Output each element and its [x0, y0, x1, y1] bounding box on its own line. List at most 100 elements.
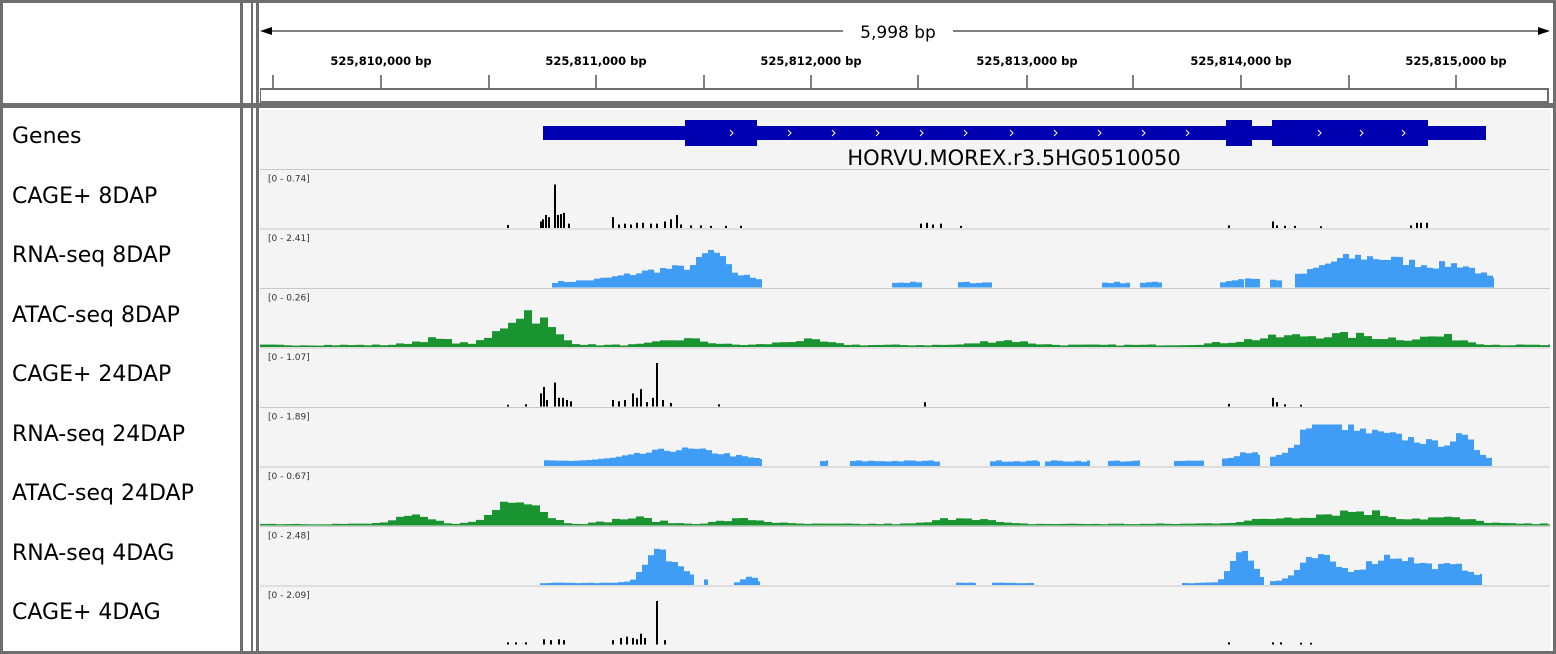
coverage-bar: [658, 448, 664, 466]
coverage-bar: [1403, 265, 1409, 288]
strand-arrow-icon: [1053, 129, 1058, 137]
coverage-bar: [756, 520, 764, 526]
coverage-bar: [726, 264, 732, 288]
ruler-tick-label: 525,814,000 bp: [1190, 54, 1291, 68]
ruler-ticks: 525,810,000 bp 525,811,000 bp 525,812,000 …: [272, 54, 1507, 89]
coverage-bar: [1438, 446, 1444, 466]
cage-spike: [566, 399, 568, 407]
track-name-cage-8dap[interactable]: CAGE+ 8DAP: [12, 183, 158, 209]
coverage-bar: [1414, 442, 1420, 466]
ruler: 5,998 bp 525,810,000 bp 525,811,000 bp 525…: [259, 18, 1550, 103]
coverage-bar: [1336, 566, 1342, 585]
coverage-bar: [1228, 522, 1236, 526]
coverage-bar: [916, 282, 922, 288]
coverage-bar: [956, 518, 964, 526]
coverage-bar: [452, 523, 460, 526]
coverage-bar: [850, 460, 856, 466]
track-name-atac-seq-8dap[interactable]: ATAC-seq 8DAP: [12, 302, 180, 328]
coverage-bar: [576, 583, 582, 585]
coverage-bar: [1414, 563, 1420, 585]
coverage-bar: [666, 268, 672, 288]
track-cage-8dap: [0 - 0.74]: [260, 169, 1550, 228]
coverage-bar: [676, 340, 684, 347]
coverage-bar: [1404, 340, 1412, 347]
coverage-bar: [976, 282, 982, 288]
coverage-bar: [588, 582, 594, 585]
coverage-bar: [540, 317, 548, 347]
coverage-bar: [1124, 344, 1132, 347]
coverage-bar: [550, 460, 556, 466]
coverage-bar: [678, 265, 684, 288]
coverage-bar: [1439, 261, 1445, 288]
coverage-bar: [1451, 263, 1457, 288]
cage-spike: [1300, 642, 1302, 645]
track-name-rna-seq-24dap[interactable]: RNA-seq 24DAP: [12, 421, 186, 447]
coverage-bar: [1016, 583, 1022, 585]
coverage-bar: [1152, 281, 1158, 288]
cage-spike: [562, 397, 564, 407]
track-name-cage-24dap[interactable]: CAGE+ 24DAP: [12, 362, 172, 387]
coverage-bar: [1240, 452, 1246, 466]
coverage-bar: [1236, 522, 1244, 526]
coverage-bar: [716, 343, 724, 347]
coverage-bar: [1397, 256, 1403, 288]
strand-arrow-icon: [875, 129, 880, 137]
coverage-bar: [684, 523, 692, 526]
coverage-bar: [1433, 268, 1439, 288]
coverage-bar: [1402, 440, 1408, 466]
strand-arrow-icon: [787, 129, 792, 137]
coverage-bar: [604, 344, 612, 347]
coverage-bar: [1300, 562, 1306, 585]
coverage-bar: [916, 345, 924, 347]
coverage-bar: [572, 344, 580, 347]
track-name-rna-seq-8dap[interactable]: RNA-seq 8DAP: [12, 243, 172, 268]
coverage-bar: [1108, 283, 1114, 288]
coverage-bar: [1084, 344, 1092, 347]
coverage-bar: [740, 579, 746, 585]
coverage-bar: [1372, 339, 1380, 347]
coverage-bar: [1124, 524, 1132, 526]
coverage-bar: [268, 523, 276, 526]
coverage-bar: [1463, 266, 1469, 288]
attribute-panel-divider[interactable]: [251, 3, 253, 651]
cage-spike: [1228, 403, 1230, 407]
coverage-bar: [642, 270, 648, 288]
coverage-bar: [1427, 267, 1433, 288]
coverage-bar: [586, 460, 592, 466]
coverage-bar: [348, 523, 356, 526]
coverage-bar: [660, 549, 666, 585]
coverage-bar: [1540, 345, 1548, 347]
track-name-genes[interactable]: Genes: [12, 124, 82, 149]
cage-spike: [560, 214, 562, 228]
coverage-bar: [508, 502, 516, 526]
gene-exon: [1226, 120, 1252, 146]
coverage-bar: [532, 505, 540, 526]
coverage-bar: [1456, 563, 1462, 585]
track-name-rna-seq-4dag[interactable]: RNA-seq 4DAG: [12, 540, 175, 566]
cage-spike: [718, 404, 720, 407]
coverage-bar: [620, 345, 628, 347]
coverage-bar: [324, 524, 332, 526]
data-panel-left-border: [256, 3, 259, 651]
track-name-cage-4dag[interactable]: CAGE+ 4DAG: [12, 600, 161, 625]
coverage-bar: [1002, 461, 1008, 466]
track-name-atac-seq-24dap[interactable]: ATAC-seq 24DAP: [12, 481, 194, 506]
data-panel[interactable]: HORVU.MOREX.r3.5HG0510050 [0 - 0.74] [0 - …: [260, 110, 1550, 651]
coverage-bar: [660, 520, 668, 526]
cage-spike: [1310, 642, 1312, 645]
coverage-bar: [1396, 558, 1402, 585]
name-panel-divider[interactable]: [240, 3, 243, 651]
coverage-bar: [1180, 523, 1188, 526]
track-name-panel[interactable]: Genes CAGE+ 8DAP RNA-seq 8DAP ATAC-seq 8DAP…: [3, 110, 240, 651]
cage-spike: [664, 221, 666, 228]
coverage-bar: [1132, 524, 1140, 526]
header-divider: [3, 103, 1553, 108]
coverage-bar: [892, 460, 898, 466]
coverage-bar: [1366, 561, 1372, 585]
coverage-bar: [606, 277, 612, 288]
coverage-bar: [796, 523, 804, 526]
coverage-bar: [928, 460, 934, 466]
coverage-bar: [444, 339, 452, 347]
ruler-panel[interactable]: 5,998 bp 525,810,000 bp 525,811,000 bp 525…: [259, 3, 1550, 103]
coverage-bar: [652, 449, 658, 466]
